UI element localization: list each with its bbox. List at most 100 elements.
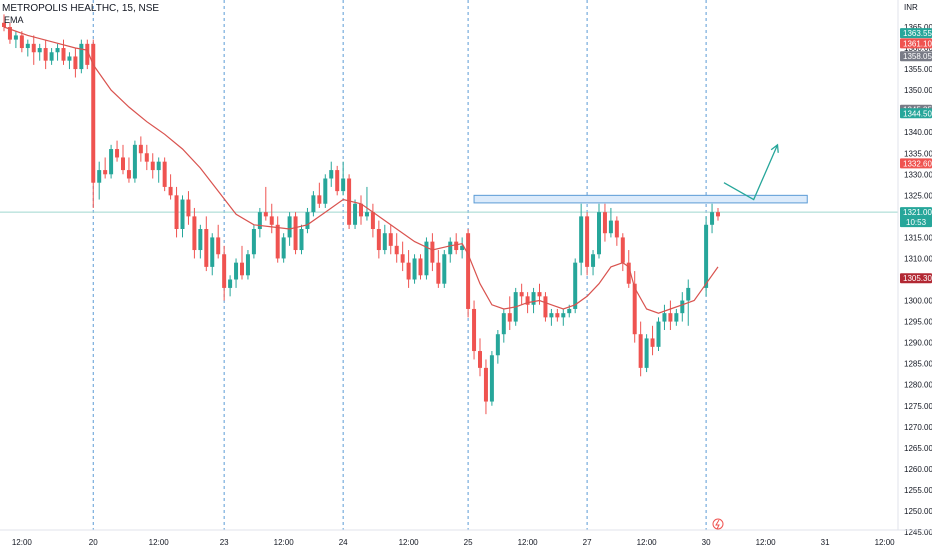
candle[interactable] — [650, 325, 655, 356]
candle[interactable] — [376, 220, 381, 259]
candle[interactable] — [531, 287, 536, 314]
candle[interactable] — [222, 245, 227, 301]
candle[interactable] — [602, 203, 607, 242]
candle[interactable] — [335, 165, 340, 196]
candle[interactable] — [269, 203, 274, 234]
candle[interactable] — [234, 258, 239, 288]
candle[interactable] — [216, 224, 221, 259]
candle[interactable] — [579, 203, 584, 276]
candle[interactable] — [656, 317, 661, 352]
candle[interactable] — [501, 308, 506, 343]
candle[interactable] — [85, 39, 90, 70]
candle[interactable] — [644, 334, 649, 373]
candle[interactable] — [240, 245, 244, 280]
candle[interactable] — [132, 140, 137, 183]
candle[interactable] — [585, 212, 590, 276]
candle[interactable] — [442, 250, 447, 288]
candle[interactable] — [359, 195, 363, 225]
candle[interactable] — [25, 39, 30, 57]
candle[interactable] — [353, 199, 358, 229]
candle[interactable] — [329, 161, 334, 187]
candle[interactable] — [19, 31, 24, 53]
candle[interactable] — [626, 250, 631, 288]
candle[interactable] — [347, 174, 352, 229]
candle[interactable] — [466, 229, 471, 318]
candle[interactable] — [555, 308, 560, 322]
candle[interactable] — [126, 157, 131, 183]
candle[interactable] — [144, 144, 149, 171]
candle[interactable] — [382, 224, 387, 255]
candle[interactable] — [561, 308, 566, 326]
candle[interactable] — [299, 224, 304, 255]
candle[interactable] — [257, 207, 262, 238]
candle[interactable] — [460, 237, 465, 259]
candle[interactable] — [210, 233, 215, 276]
arrow-path[interactable] — [723, 144, 779, 201]
price-tag[interactable]: 1358.05 — [900, 51, 932, 62]
candle[interactable] — [73, 48, 78, 78]
candle[interactable] — [79, 39, 84, 74]
candle[interactable] — [680, 292, 685, 322]
candle[interactable] — [168, 174, 173, 200]
candle[interactable] — [67, 52, 72, 70]
candle[interactable] — [424, 237, 429, 280]
candle[interactable] — [406, 250, 411, 288]
candle[interactable] — [412, 254, 417, 284]
candle[interactable] — [91, 39, 96, 208]
candle[interactable] — [55, 43, 60, 61]
candle[interactable] — [507, 296, 512, 330]
candle[interactable] — [620, 233, 625, 272]
candle[interactable] — [43, 39, 48, 70]
candle[interactable] — [448, 237, 453, 263]
candle[interactable] — [400, 241, 405, 272]
candle[interactable] — [472, 300, 477, 360]
candle[interactable] — [614, 216, 619, 246]
candle[interactable] — [638, 321, 643, 377]
lightning-icon[interactable] — [712, 518, 724, 530]
candle[interactable] — [281, 233, 286, 263]
price-tag[interactable]: 1332.60 — [900, 158, 932, 169]
candle[interactable] — [103, 157, 108, 179]
candle[interactable] — [198, 224, 203, 259]
price-tag[interactable]: 1305.30 — [900, 273, 932, 284]
price-tag[interactable]: 1361.10 — [900, 38, 932, 49]
candle[interactable] — [668, 300, 673, 330]
candle[interactable] — [180, 195, 185, 238]
candle[interactable] — [121, 144, 125, 175]
candle[interactable] — [245, 250, 250, 280]
candle[interactable] — [394, 233, 399, 263]
candle[interactable] — [454, 233, 459, 255]
zone-rect[interactable] — [473, 194, 808, 204]
candle[interactable] — [150, 153, 155, 179]
candle[interactable] — [388, 224, 393, 255]
candle[interactable] — [632, 271, 637, 343]
candle[interactable] — [49, 48, 54, 65]
candle[interactable] — [341, 161, 346, 196]
candle[interactable] — [37, 43, 42, 61]
candle[interactable] — [115, 140, 120, 162]
candle[interactable] — [31, 35, 36, 65]
candle[interactable] — [430, 233, 435, 272]
candle[interactable] — [174, 186, 179, 238]
price-tag[interactable]: 1344.50 — [900, 108, 932, 119]
candle[interactable] — [7, 22, 12, 44]
candle[interactable] — [186, 191, 191, 225]
candle[interactable] — [478, 338, 482, 377]
candle[interactable] — [710, 203, 715, 234]
candle[interactable] — [364, 186, 369, 221]
candle[interactable] — [61, 39, 66, 65]
candle[interactable] — [608, 207, 613, 238]
candle[interactable] — [275, 216, 280, 263]
candle[interactable] — [674, 308, 679, 326]
candle[interactable] — [263, 186, 268, 221]
candle[interactable] — [519, 283, 524, 305]
indicator-label[interactable]: EMA — [4, 15, 24, 25]
candle[interactable] — [370, 203, 375, 238]
candle[interactable] — [204, 216, 209, 272]
candle[interactable] — [293, 212, 298, 255]
candle[interactable] — [418, 254, 423, 280]
candle[interactable] — [495, 330, 500, 364]
candle[interactable] — [156, 157, 161, 183]
